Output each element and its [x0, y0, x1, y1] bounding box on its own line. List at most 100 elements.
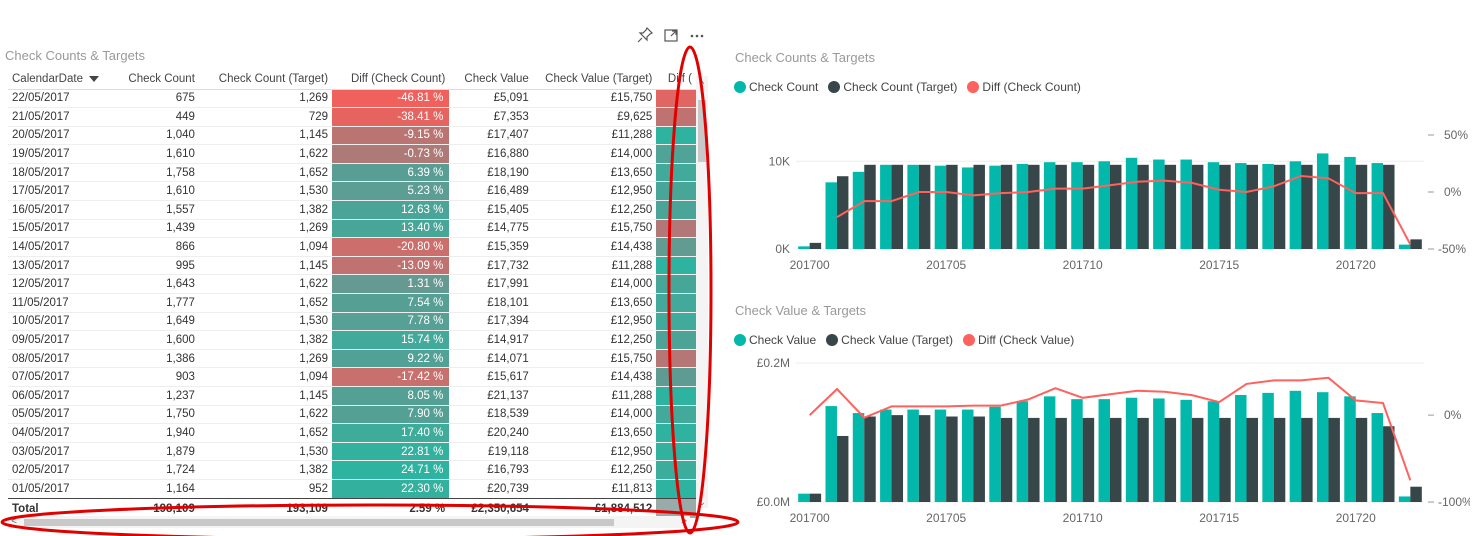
bar-check-count — [1098, 161, 1110, 249]
scroll-up-icon[interactable]: ^ — [699, 79, 705, 89]
focus-mode-icon[interactable] — [662, 26, 680, 44]
scroll-down-icon[interactable]: ⌄ — [698, 497, 706, 507]
table-row[interactable]: 05/05/2017 1,750 1,622 7.90 % £18,539 £14,000 — [8, 405, 696, 425]
cell-check-count-target: 1,382 — [198, 330, 333, 350]
x-tick-label: 201700 — [790, 511, 830, 525]
vertical-scroll-thumb[interactable] — [698, 100, 706, 162]
table-row[interactable]: 12/05/2017 1,643 1,622 1.31 % £17,991 £14,000 — [8, 274, 696, 295]
bar-check-value — [1180, 399, 1192, 502]
bar-check-value-target- — [1028, 417, 1040, 502]
table-row[interactable]: 06/05/2017 1,237 1,145 8.05 % £21,137 £11,288 — [8, 386, 696, 406]
cell-check-value-target: £11,288 — [532, 386, 657, 406]
bar-check-count-target- — [946, 164, 958, 249]
cell-check-value: £14,917 — [449, 330, 533, 350]
pin-icon[interactable] — [636, 26, 654, 44]
column-header-diff-check-value[interactable]: Diff ( — [656, 70, 696, 90]
legend-item-check-value-target[interactable]: Check Value (Target) — [826, 333, 953, 347]
bar-check-value — [1043, 396, 1056, 502]
cell-diff-check-value — [656, 163, 696, 183]
cell-diff-check-count: 22.81 % — [332, 442, 450, 462]
cell-check-value-target: £14,000 — [532, 144, 657, 164]
check-count-chart[interactable]: Check Counts & Targets Check Count Check… — [728, 40, 1470, 290]
column-header-diff-check-count[interactable]: Diff (Check Count) — [332, 70, 450, 90]
table-row[interactable]: 14/05/2017 866 1,094 -20.80 % £15,359 £14,438 — [8, 237, 696, 257]
table-row[interactable]: 08/05/2017 1,386 1,269 9.22 % £14,071 £15,750 — [8, 349, 696, 369]
chart-legend: Check Value Check Value (Target) Diff (C… — [734, 333, 1074, 347]
bar-check-count — [1289, 161, 1302, 249]
bar-check-count-target- — [1191, 164, 1204, 249]
bar-check-count — [989, 165, 1001, 249]
bar-check-count — [1153, 159, 1165, 249]
cell-check-value-target: £11,288 — [532, 126, 657, 146]
bar-check-value — [1398, 496, 1411, 502]
bar-check-count-target- — [891, 164, 904, 249]
table-row[interactable]: 19/05/2017 1,610 1,622 -0.73 % £16,880 £14,00… — [8, 144, 696, 164]
more-options-icon[interactable] — [688, 26, 706, 44]
horizontal-scrollbar[interactable]: < > — [8, 516, 690, 528]
bar-check-count-target- — [1055, 164, 1067, 249]
table-row[interactable]: 07/05/2017 903 1,094 -17.42 % £15,617 £14,438 — [8, 367, 696, 387]
cell-diff-check-count: 17.40 % — [332, 423, 450, 443]
cell-check-value: £15,359 — [449, 237, 533, 257]
cell-check-value: £20,739 — [449, 479, 533, 498]
chart-title: Check Value & Targets — [735, 303, 867, 318]
column-header-check-count-target[interactable]: Check Count (Target) — [198, 70, 333, 90]
table-row[interactable]: 20/05/2017 1,040 1,145 -9.15 % £17,407 £11,28… — [8, 126, 696, 146]
bar-check-count-target- — [1164, 164, 1177, 249]
cell-check-value-target: £9,625 — [532, 107, 657, 127]
legend-item-check-count[interactable]: Check Count — [734, 80, 818, 94]
total-table: Total 198,109 193,109 2.59 % £2,350,654 … — [8, 498, 696, 518]
bar-check-value-target- — [1246, 417, 1258, 502]
legend-item-diff-check-value[interactable]: Diff (Check Value) — [962, 333, 1074, 347]
bar-check-count-target- — [1328, 164, 1340, 249]
sort-descending-icon[interactable] — [88, 76, 99, 83]
table-body-viewport[interactable]: CalendarDate Check Count Check Count (Ta… — [8, 70, 696, 498]
legend-item-check-count-target[interactable]: Check Count (Target) — [828, 80, 957, 94]
table-row[interactable]: 21/05/2017 449 729 -38.41 % £7,353 £9,625 — [8, 107, 696, 127]
scroll-left-icon[interactable]: < — [11, 516, 17, 527]
horizontal-scroll-thumb[interactable] — [24, 519, 614, 526]
table-row[interactable]: 17/05/2017 1,610 1,530 5.23 % £16,489 £12,950 — [8, 181, 696, 202]
scroll-right-icon[interactable]: > — [681, 516, 687, 527]
bar-check-count — [1125, 157, 1138, 249]
table-row[interactable]: 03/05/2017 1,879 1,530 22.81 % £19,118 £12,95… — [8, 442, 696, 462]
bar-check-value-target- — [1000, 417, 1013, 502]
bar-check-value — [880, 409, 892, 502]
bar-check-count-target- — [864, 164, 876, 249]
column-header-calendardate[interactable]: CalendarDate — [8, 70, 104, 90]
table-row[interactable]: 22/05/2017 675 1,269 -46.81 % £5,091 £15,750 — [8, 89, 696, 109]
cell-check-value-target: £12,950 — [532, 312, 657, 332]
table-row[interactable]: 10/05/2017 1,649 1,530 7.78 % £17,394 £12,950 — [8, 312, 696, 332]
table-row[interactable]: 02/05/2017 1,724 1,382 24.71 % £16,793 £12,25… — [8, 460, 696, 480]
cell-diff-check-value — [656, 274, 696, 295]
table-row[interactable]: 13/05/2017 995 1,145 -13.09 % £17,732 £11,288 — [8, 256, 696, 276]
cell-check-count: 1,724 — [103, 460, 199, 480]
column-header-check-count[interactable]: Check Count — [103, 70, 199, 90]
table-row[interactable]: 04/05/2017 1,940 1,652 17.40 % £20,240 £13,65… — [8, 423, 696, 443]
table-row[interactable]: 18/05/2017 1,758 1,652 6.39 % £18,190 £13,650 — [8, 163, 696, 183]
legend-item-check-value[interactable]: Check Value — [734, 333, 816, 347]
x-tick-label: 201720 — [1336, 258, 1376, 272]
cell-calendardate: 01/05/2017 — [8, 479, 104, 498]
table-row[interactable]: 11/05/2017 1,777 1,652 7.54 % £18,101 £13,650 — [8, 293, 696, 313]
table-row[interactable]: 01/05/2017 1,164 952 22.30 % £20,739 £11,813 — [8, 479, 696, 498]
cell-check-value-target: £12,950 — [532, 181, 657, 202]
bar-check-value-target- — [1410, 486, 1422, 502]
table-row[interactable]: 16/05/2017 1,557 1,382 12.63 % £15,405 £12,25… — [8, 200, 696, 220]
check-value-chart[interactable]: Check Value & Targets Check Value Check … — [728, 293, 1470, 536]
table-visual[interactable]: Check Counts & Targets CalendarDate Chec… — [0, 0, 720, 536]
cell-diff-check-value — [656, 107, 696, 127]
cell-check-count: 1,879 — [103, 442, 199, 462]
legend-marker — [734, 81, 746, 93]
cell-diff-check-value — [656, 256, 696, 276]
column-header-check-value[interactable]: Check Value — [449, 70, 533, 90]
legend-item-diff-check-count[interactable]: Diff (Check Count) — [967, 80, 1081, 94]
bar-check-value-target- — [1191, 417, 1204, 502]
bar-check-count-target- — [918, 164, 931, 249]
cell-check-value: £18,190 — [449, 163, 533, 183]
bar-check-value-target- — [1219, 417, 1231, 502]
table-row[interactable]: 15/05/2017 1,439 1,269 13.40 % £14,775 £15,75… — [8, 219, 696, 239]
vertical-scrollbar[interactable]: ^ ⌄ — [696, 76, 708, 508]
table-row[interactable]: 09/05/2017 1,600 1,382 15.74 % £14,917 £12,25… — [8, 330, 696, 350]
column-header-check-value-target[interactable]: Check Value (Target) — [532, 70, 657, 90]
